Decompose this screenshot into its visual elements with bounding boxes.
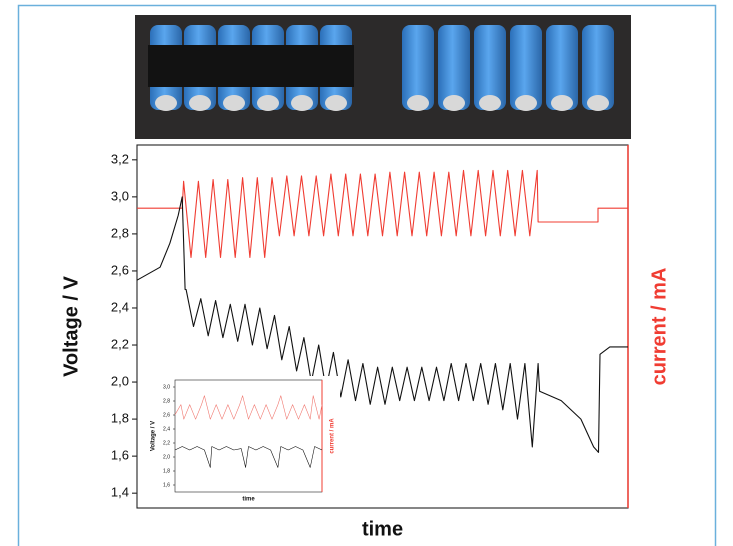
y-tick-label: 1,4 [111,485,129,500]
y-tick-label: 2,8 [111,225,129,240]
y-tick-label: 2,2 [163,440,170,446]
y-tick-label: 2,4 [163,426,170,432]
y-tick-label: 2,2 [111,336,129,351]
data-line [174,446,323,468]
y-axis-label: Voltage / V [151,421,157,451]
photo [135,15,631,139]
y-tick-label: 2,0 [163,454,170,460]
y-tick-label: 2,6 [163,412,170,418]
data-line [137,169,628,259]
y-axis-label: Voltage / V [60,275,82,376]
y2-axis-label: current / mA [330,418,336,454]
y-tick-label: 1,6 [163,482,170,488]
y-tick-label: 3,0 [111,188,129,203]
y-tick-label: 2,8 [163,398,170,404]
y-tick-label: 1,8 [111,411,129,426]
y-tick-label: 3,0 [163,384,170,390]
y2-axis-label: current / mA [648,268,670,386]
y-tick-label: 2,6 [111,262,129,277]
y-tick-label: 2,4 [111,299,129,314]
data-line [174,395,323,420]
x-axis-label: time [242,497,255,503]
data-line [136,196,628,453]
y-tick-label: 2,0 [111,373,129,388]
inset-background [153,376,340,504]
y-tick-label: 1,6 [111,448,129,463]
frame [17,4,717,546]
y-tick-label: 1,8 [163,468,170,474]
x-axis-label: time [362,518,403,540]
y-tick-label: 3,2 [111,151,129,166]
